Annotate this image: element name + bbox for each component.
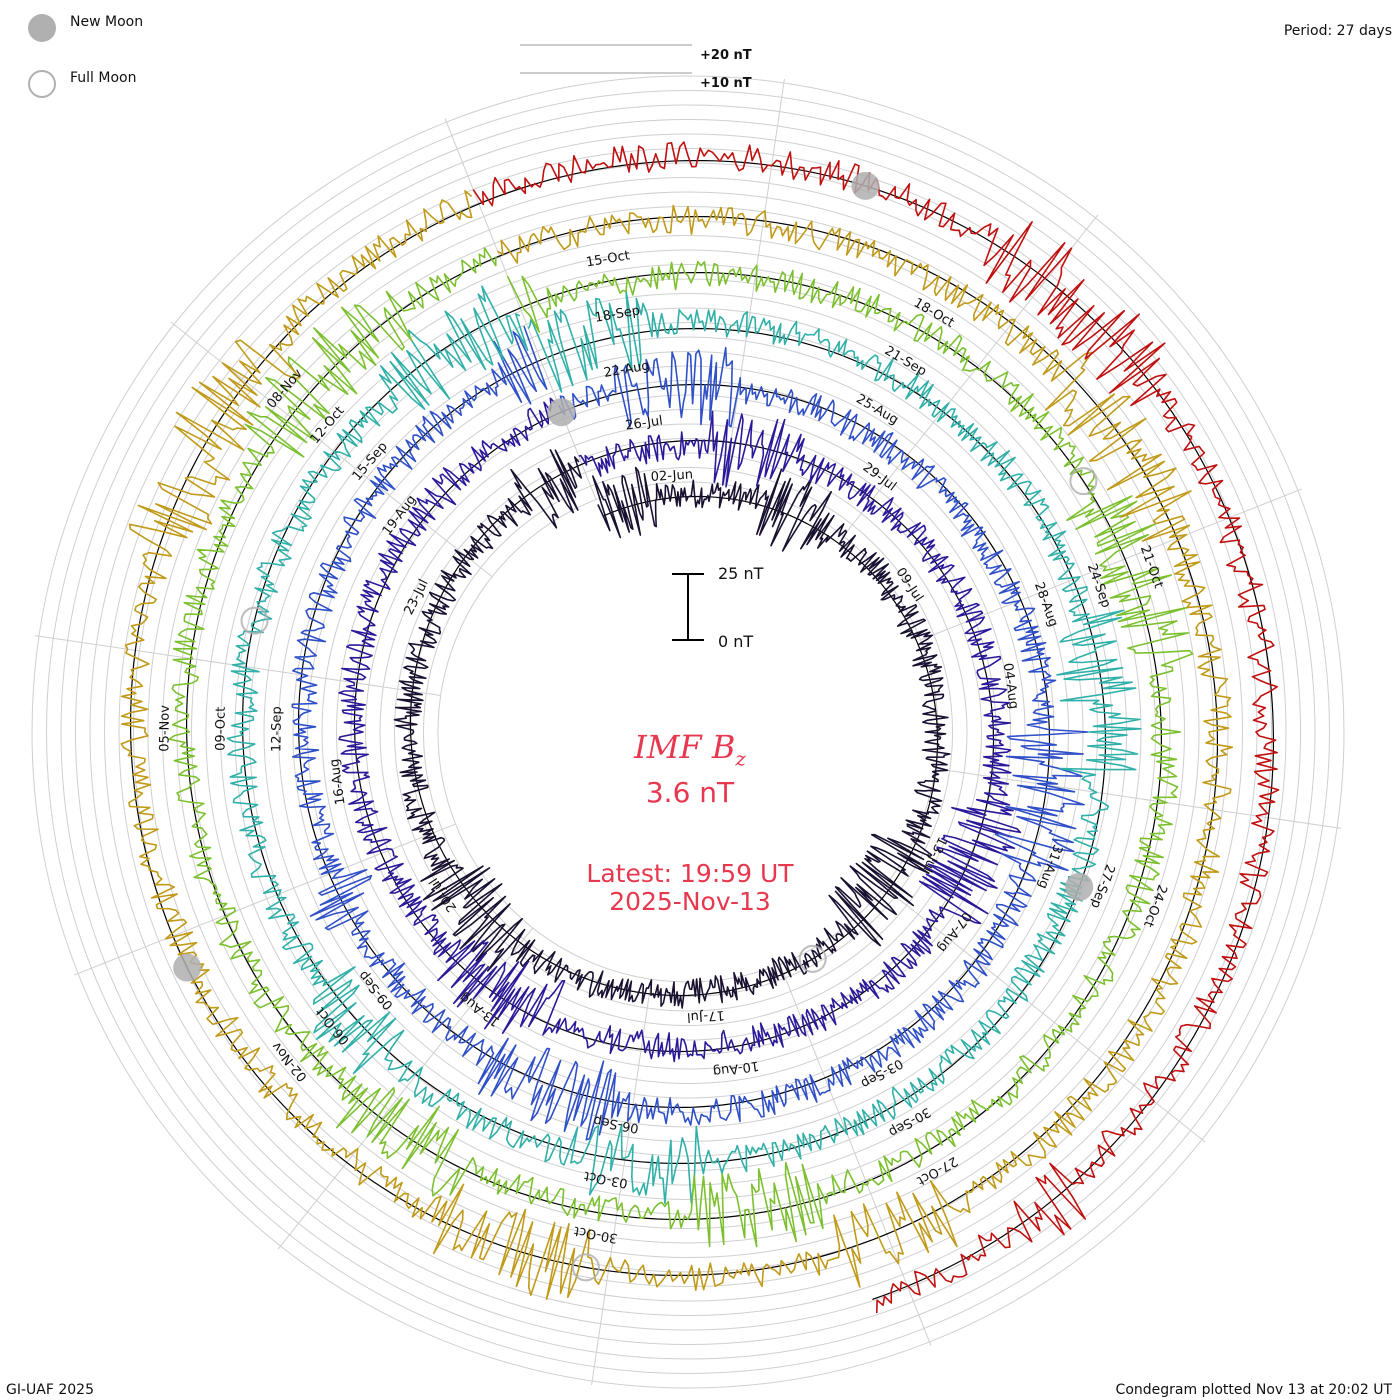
chart-title-subscript: z xyxy=(735,746,746,771)
full-moon-marker xyxy=(798,944,827,973)
date-label: 25-Aug xyxy=(853,392,901,428)
scale-bottom-label: 0 nT xyxy=(718,632,754,651)
date-label: 03-Oct xyxy=(583,1168,629,1191)
bz-trace-rotation-7 xyxy=(472,141,1280,1314)
bz-trace-rotation-3 xyxy=(291,325,1089,1141)
period-label: Period: 27 days xyxy=(1283,23,1392,39)
chart-title: IMF Bz xyxy=(500,728,880,770)
bz-trace-rotation-5 xyxy=(168,247,1194,1248)
latest-timestamp: Latest: 19:59 UT 2025-Nov-13 xyxy=(490,860,890,916)
reference-ticks xyxy=(520,44,692,74)
center-title: IMF Bz 3.6 nT xyxy=(500,728,880,809)
new-moon-marker xyxy=(547,398,576,427)
full-moon-marker xyxy=(240,606,269,635)
date-label: 09-Oct xyxy=(213,707,228,751)
bz-trace-rotation-2 xyxy=(338,397,1022,1063)
date-label: 16-Aug xyxy=(327,758,348,806)
date-label: 05-Nov xyxy=(157,705,172,752)
current-value: 3.6 nT xyxy=(645,776,735,810)
scale-bar xyxy=(672,573,704,641)
ref-label-plus20: +20 nT xyxy=(700,48,752,63)
date-label: 30-Oct xyxy=(573,1223,619,1246)
footer-credit: GI-UAF 2025 xyxy=(6,1382,94,1398)
full-moon-icon xyxy=(28,70,56,98)
new-moon-icon xyxy=(28,14,56,42)
new-moon-label: New Moon xyxy=(70,14,144,30)
ref-label-plus10: +10 nT xyxy=(700,76,752,91)
date-label: 20-Jul xyxy=(427,875,460,915)
scale-top-label: 25 nT xyxy=(718,564,764,583)
date-label: 04-Aug xyxy=(1000,662,1021,710)
date-label: 18-Sep xyxy=(594,303,642,325)
bz-traces xyxy=(120,141,1280,1314)
date-label: 10-Aug xyxy=(712,1057,760,1078)
latest-time: Latest: 19:59 UT xyxy=(586,859,794,888)
full-moon-marker xyxy=(1069,467,1098,496)
date-label: 22-Aug xyxy=(603,358,651,381)
new-moon-marker xyxy=(851,171,880,200)
footer-plot-time: Condegram plotted Nov 13 at 20:02 UT xyxy=(1115,1382,1392,1398)
date-label: 26-Jul xyxy=(624,413,663,433)
moon-markers xyxy=(173,171,1098,1282)
bz-trace-rotation-1 xyxy=(393,449,951,1009)
new-moon-marker xyxy=(173,953,202,982)
new-moon-marker xyxy=(1065,872,1094,901)
full-moon-label: Full Moon xyxy=(70,70,137,86)
date-label: 02-Jun xyxy=(650,467,693,485)
date-label: 17-Jul xyxy=(687,1007,726,1024)
bz-trace-rotation-4 xyxy=(226,285,1142,1205)
date-label: 21-Sep xyxy=(882,343,929,379)
date-label: 15-Oct xyxy=(585,248,631,270)
bz-trace-rotation-6 xyxy=(120,190,1234,1300)
chart-title-text: IMF B xyxy=(634,728,736,766)
full-moon-marker xyxy=(571,1253,600,1282)
latest-date: 2025-Nov-13 xyxy=(609,887,771,916)
date-label: 12-Sep xyxy=(269,706,284,752)
